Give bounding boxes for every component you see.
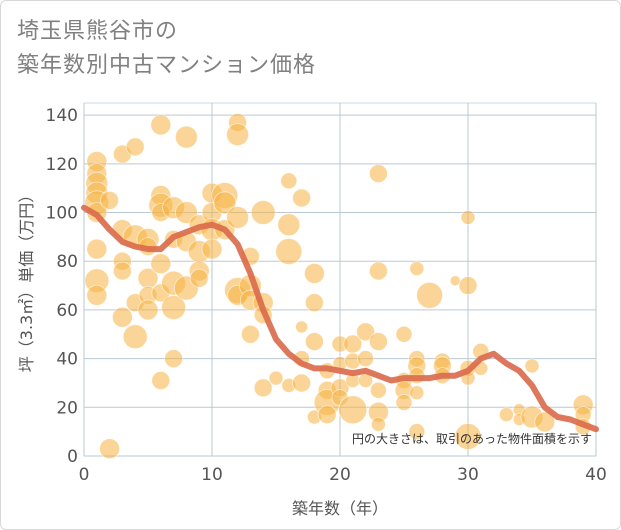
- x-tick-label: 10: [201, 465, 223, 485]
- y-tick-label: 0: [67, 447, 78, 467]
- data-point: [253, 378, 273, 398]
- data-point: [189, 268, 209, 288]
- data-point: [86, 238, 108, 260]
- data-point: [408, 423, 426, 441]
- chart-title-line2: 築年数別中古マンション価格: [17, 53, 317, 78]
- data-point: [250, 200, 276, 225]
- data-point: [100, 190, 119, 210]
- data-point: [86, 284, 108, 306]
- data-point: [226, 123, 250, 147]
- data-point: [368, 332, 388, 351]
- y-tick-label: 140: [46, 106, 78, 126]
- data-point: [357, 350, 375, 368]
- data-point: [368, 261, 388, 281]
- data-point: [151, 371, 171, 390]
- data-point: [534, 411, 556, 433]
- chart-title-line1: 埼玉県熊谷市の: [17, 19, 179, 44]
- data-point: [449, 275, 461, 287]
- data-point: [370, 416, 386, 432]
- y-tick-label: 100: [46, 204, 78, 224]
- y-tick-label: 80: [56, 252, 78, 272]
- data-point: [416, 281, 444, 309]
- x-tick-label: 30: [457, 465, 479, 485]
- data-point: [460, 210, 476, 225]
- data-point: [277, 213, 301, 237]
- data-point: [368, 164, 388, 184]
- data-point: [338, 395, 368, 425]
- data-point: [201, 238, 223, 260]
- data-point: [292, 373, 312, 393]
- data-point: [113, 261, 132, 281]
- chart-title: 埼玉県熊谷市の 築年数別中古マンション価格: [17, 15, 316, 83]
- data-point: [303, 263, 325, 284]
- data-point: [150, 253, 172, 275]
- data-point: [137, 299, 159, 321]
- data-point: [409, 261, 425, 276]
- data-point: [125, 137, 145, 157]
- data-point: [454, 423, 482, 450]
- data-point: [161, 295, 187, 320]
- data-point: [395, 325, 413, 343]
- data-point: [240, 324, 260, 344]
- data-point: [304, 293, 324, 313]
- x-axis-label: 築年数（年）: [292, 499, 388, 518]
- data-point: [304, 332, 324, 351]
- x-tick-label: 0: [79, 465, 90, 485]
- data-point: [112, 306, 133, 328]
- data-point: [524, 358, 540, 374]
- x-tick-label: 20: [329, 465, 351, 485]
- data-point: [395, 394, 413, 411]
- data-point: [213, 191, 237, 215]
- data-point: [164, 349, 184, 369]
- y-tick-label: 20: [56, 398, 78, 418]
- y-axis-label: 坪（3.3㎡）単価（万円）: [17, 187, 36, 372]
- y-tick-label: 60: [56, 301, 78, 321]
- data-point: [292, 188, 312, 208]
- data-point: [174, 125, 198, 149]
- data-point: [369, 381, 387, 399]
- data-point: [280, 172, 298, 190]
- data-point: [226, 206, 250, 229]
- data-point: [317, 405, 337, 425]
- data-point: [275, 238, 303, 265]
- x-tick-label: 40: [585, 465, 607, 485]
- data-point: [150, 114, 172, 136]
- size-note: 円の大きさは、取引のあった物件面積を示す: [352, 431, 592, 446]
- data-point: [498, 407, 514, 423]
- y-tick-label: 40: [56, 350, 78, 370]
- data-point: [99, 438, 120, 460]
- data-point: [295, 320, 309, 334]
- data-point: [356, 322, 376, 342]
- data-point: [122, 324, 148, 350]
- data-point: [268, 370, 284, 386]
- data-point: [458, 276, 478, 295]
- data-point: [409, 385, 425, 401]
- y-tick-label: 120: [46, 155, 78, 175]
- trend-line: [81, 204, 599, 433]
